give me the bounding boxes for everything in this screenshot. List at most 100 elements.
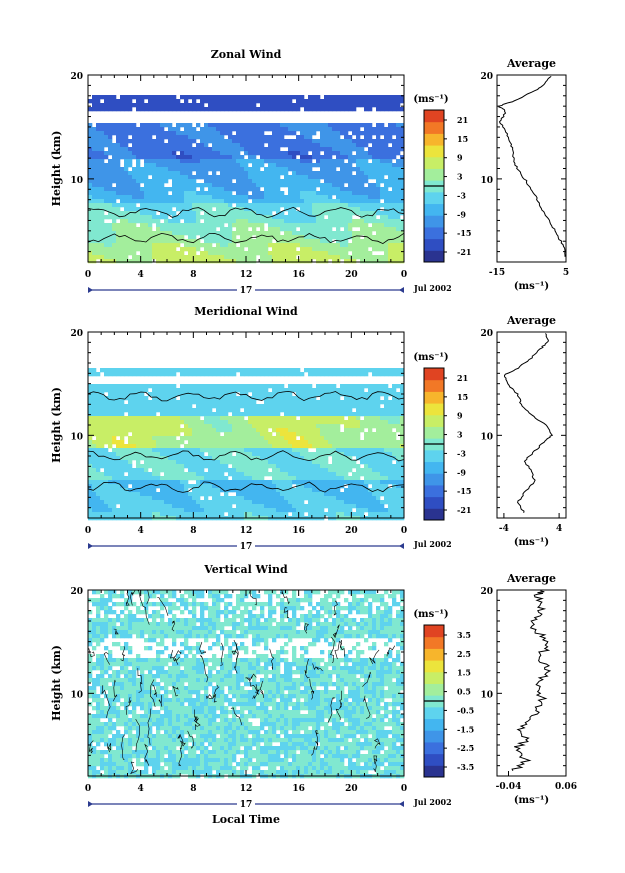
- heatmap-cell: [320, 412, 325, 417]
- heatmap-cell: [260, 131, 265, 136]
- heatmap-cell: [200, 175, 205, 180]
- heatmap-cell: [212, 468, 217, 473]
- heatmap-cell: [148, 255, 153, 260]
- heatmap-cell: [116, 428, 121, 433]
- heatmap-cell: [108, 135, 113, 140]
- heatmap-cell: [324, 239, 329, 244]
- heatmap-cell: [296, 151, 301, 156]
- heatmap-cell: [140, 400, 145, 405]
- heatmap-cell: [352, 388, 357, 393]
- heatmap-cell: [388, 139, 393, 144]
- heatmap-cell: [164, 251, 169, 256]
- heatmap-cell: [244, 131, 249, 136]
- heatmap-cell: [136, 143, 141, 148]
- heatmap-cell: [200, 191, 205, 196]
- heatmap-cell: [192, 400, 197, 405]
- heatmap-cell: [116, 227, 121, 232]
- heatmap-cell: [200, 440, 205, 445]
- heatmap-cell: [176, 171, 181, 176]
- heatmap-cell: [148, 243, 153, 248]
- heatmap-cell: [244, 163, 249, 168]
- heatmap-cell: [292, 127, 297, 132]
- heatmap-cell: [352, 223, 357, 228]
- heatmap-cell: [104, 183, 109, 188]
- heatmap-cell: [268, 127, 273, 132]
- heatmap-cell: [260, 191, 265, 196]
- heatmap-cell: [196, 199, 201, 204]
- heatmap-cell: [376, 179, 381, 184]
- heatmap-cell: [116, 127, 121, 132]
- heatmap-cell: [372, 183, 377, 188]
- heatmap-cell: [100, 143, 105, 148]
- heatmap-cell: [224, 95, 229, 100]
- heatmap-cell: [344, 412, 349, 417]
- heatmap-cell: [160, 151, 165, 156]
- heatmap-cell: [88, 195, 93, 200]
- heatmap-cell: [308, 231, 313, 236]
- heatmap-cell: [340, 404, 345, 409]
- heatmap-cell: [332, 199, 337, 204]
- heatmap-cell: [312, 155, 317, 160]
- day-label-bg: [237, 283, 255, 294]
- heatmap-cell: [132, 95, 137, 100]
- heatmap-cell: [292, 203, 297, 208]
- heatmap-cell: [168, 211, 173, 216]
- heatmap-cell: [340, 412, 345, 417]
- heatmap-cell: [380, 151, 385, 156]
- heatmap-cell: [292, 123, 297, 128]
- heatmap-cell: [108, 195, 113, 200]
- heatmap-cell: [292, 404, 297, 409]
- heatmap-cell: [348, 436, 353, 441]
- heatmap-cell: [312, 404, 317, 409]
- heatmap-cell: [180, 372, 185, 377]
- heatmap-cell: [116, 412, 121, 417]
- heatmap-cell: [156, 143, 161, 148]
- heatmap-cell: [272, 476, 277, 481]
- heatmap-cell: [388, 251, 393, 256]
- heatmap-cell: [112, 472, 117, 477]
- heatmap-cell: [180, 428, 185, 433]
- heatmap-cell: [116, 243, 121, 248]
- heatmap-cell: [336, 175, 341, 180]
- heatmap-cell: [248, 243, 253, 248]
- heatmap-cell: [176, 388, 181, 393]
- heatmap-cell: [136, 408, 141, 413]
- heatmap-cell: [200, 420, 205, 425]
- heatmap-cell: [400, 167, 405, 172]
- heatmap-cell: [184, 460, 189, 465]
- heatmap-cell: [284, 203, 289, 208]
- heatmap-cell: [192, 139, 197, 144]
- heatmap-cell: [268, 123, 273, 128]
- heatmap-cell: [260, 99, 265, 104]
- heatmap-cell: [348, 187, 353, 192]
- heatmap-cell: [384, 412, 389, 417]
- heatmap-cell: [380, 448, 385, 453]
- heatmap-cell: [384, 372, 389, 377]
- heatmap-cell: [216, 131, 221, 136]
- heatmap-cell: [296, 404, 301, 409]
- heatmap-cell: [136, 195, 141, 200]
- heatmap-cell: [368, 460, 373, 465]
- heatmap-cell: [112, 416, 117, 421]
- heatmap-cell: [284, 436, 289, 441]
- heatmap-cell: [88, 179, 93, 184]
- heatmap-cell: [120, 396, 125, 401]
- heatmap-cell: [196, 464, 201, 469]
- heatmap-cell: [156, 452, 161, 457]
- heatmap-cell: [128, 412, 133, 417]
- heatmap-cell: [364, 235, 369, 240]
- heatmap-cell: [220, 259, 225, 264]
- heatmap-cell: [140, 476, 145, 481]
- heatmap-cell: [108, 163, 113, 168]
- heatmap-cell: [200, 203, 205, 208]
- heatmap-cell: [168, 199, 173, 204]
- heatmap-cell: [316, 203, 321, 208]
- heatmap-cell: [120, 372, 125, 377]
- heatmap-cell: [364, 231, 369, 236]
- heatmap-cell: [140, 199, 145, 204]
- heatmap-cell: [180, 247, 185, 252]
- heatmap-cell: [368, 384, 373, 389]
- heatmap-cell: [128, 388, 133, 393]
- heatmap-cell: [148, 219, 153, 224]
- heatmap-cell: [328, 436, 333, 441]
